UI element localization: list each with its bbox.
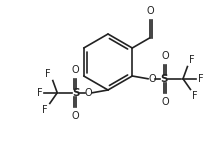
Text: F: F xyxy=(45,69,51,79)
Text: F: F xyxy=(192,92,198,101)
Text: O: O xyxy=(84,88,92,98)
Text: O: O xyxy=(71,111,79,121)
Text: O: O xyxy=(148,74,156,84)
Text: O: O xyxy=(161,51,169,61)
Text: O: O xyxy=(71,65,79,75)
Text: O: O xyxy=(161,97,169,107)
Text: O: O xyxy=(147,6,154,16)
Text: S: S xyxy=(73,88,80,98)
Text: F: F xyxy=(198,74,204,84)
Text: S: S xyxy=(160,74,168,84)
Text: F: F xyxy=(189,55,195,64)
Text: F: F xyxy=(42,105,48,116)
Text: F: F xyxy=(37,88,42,98)
